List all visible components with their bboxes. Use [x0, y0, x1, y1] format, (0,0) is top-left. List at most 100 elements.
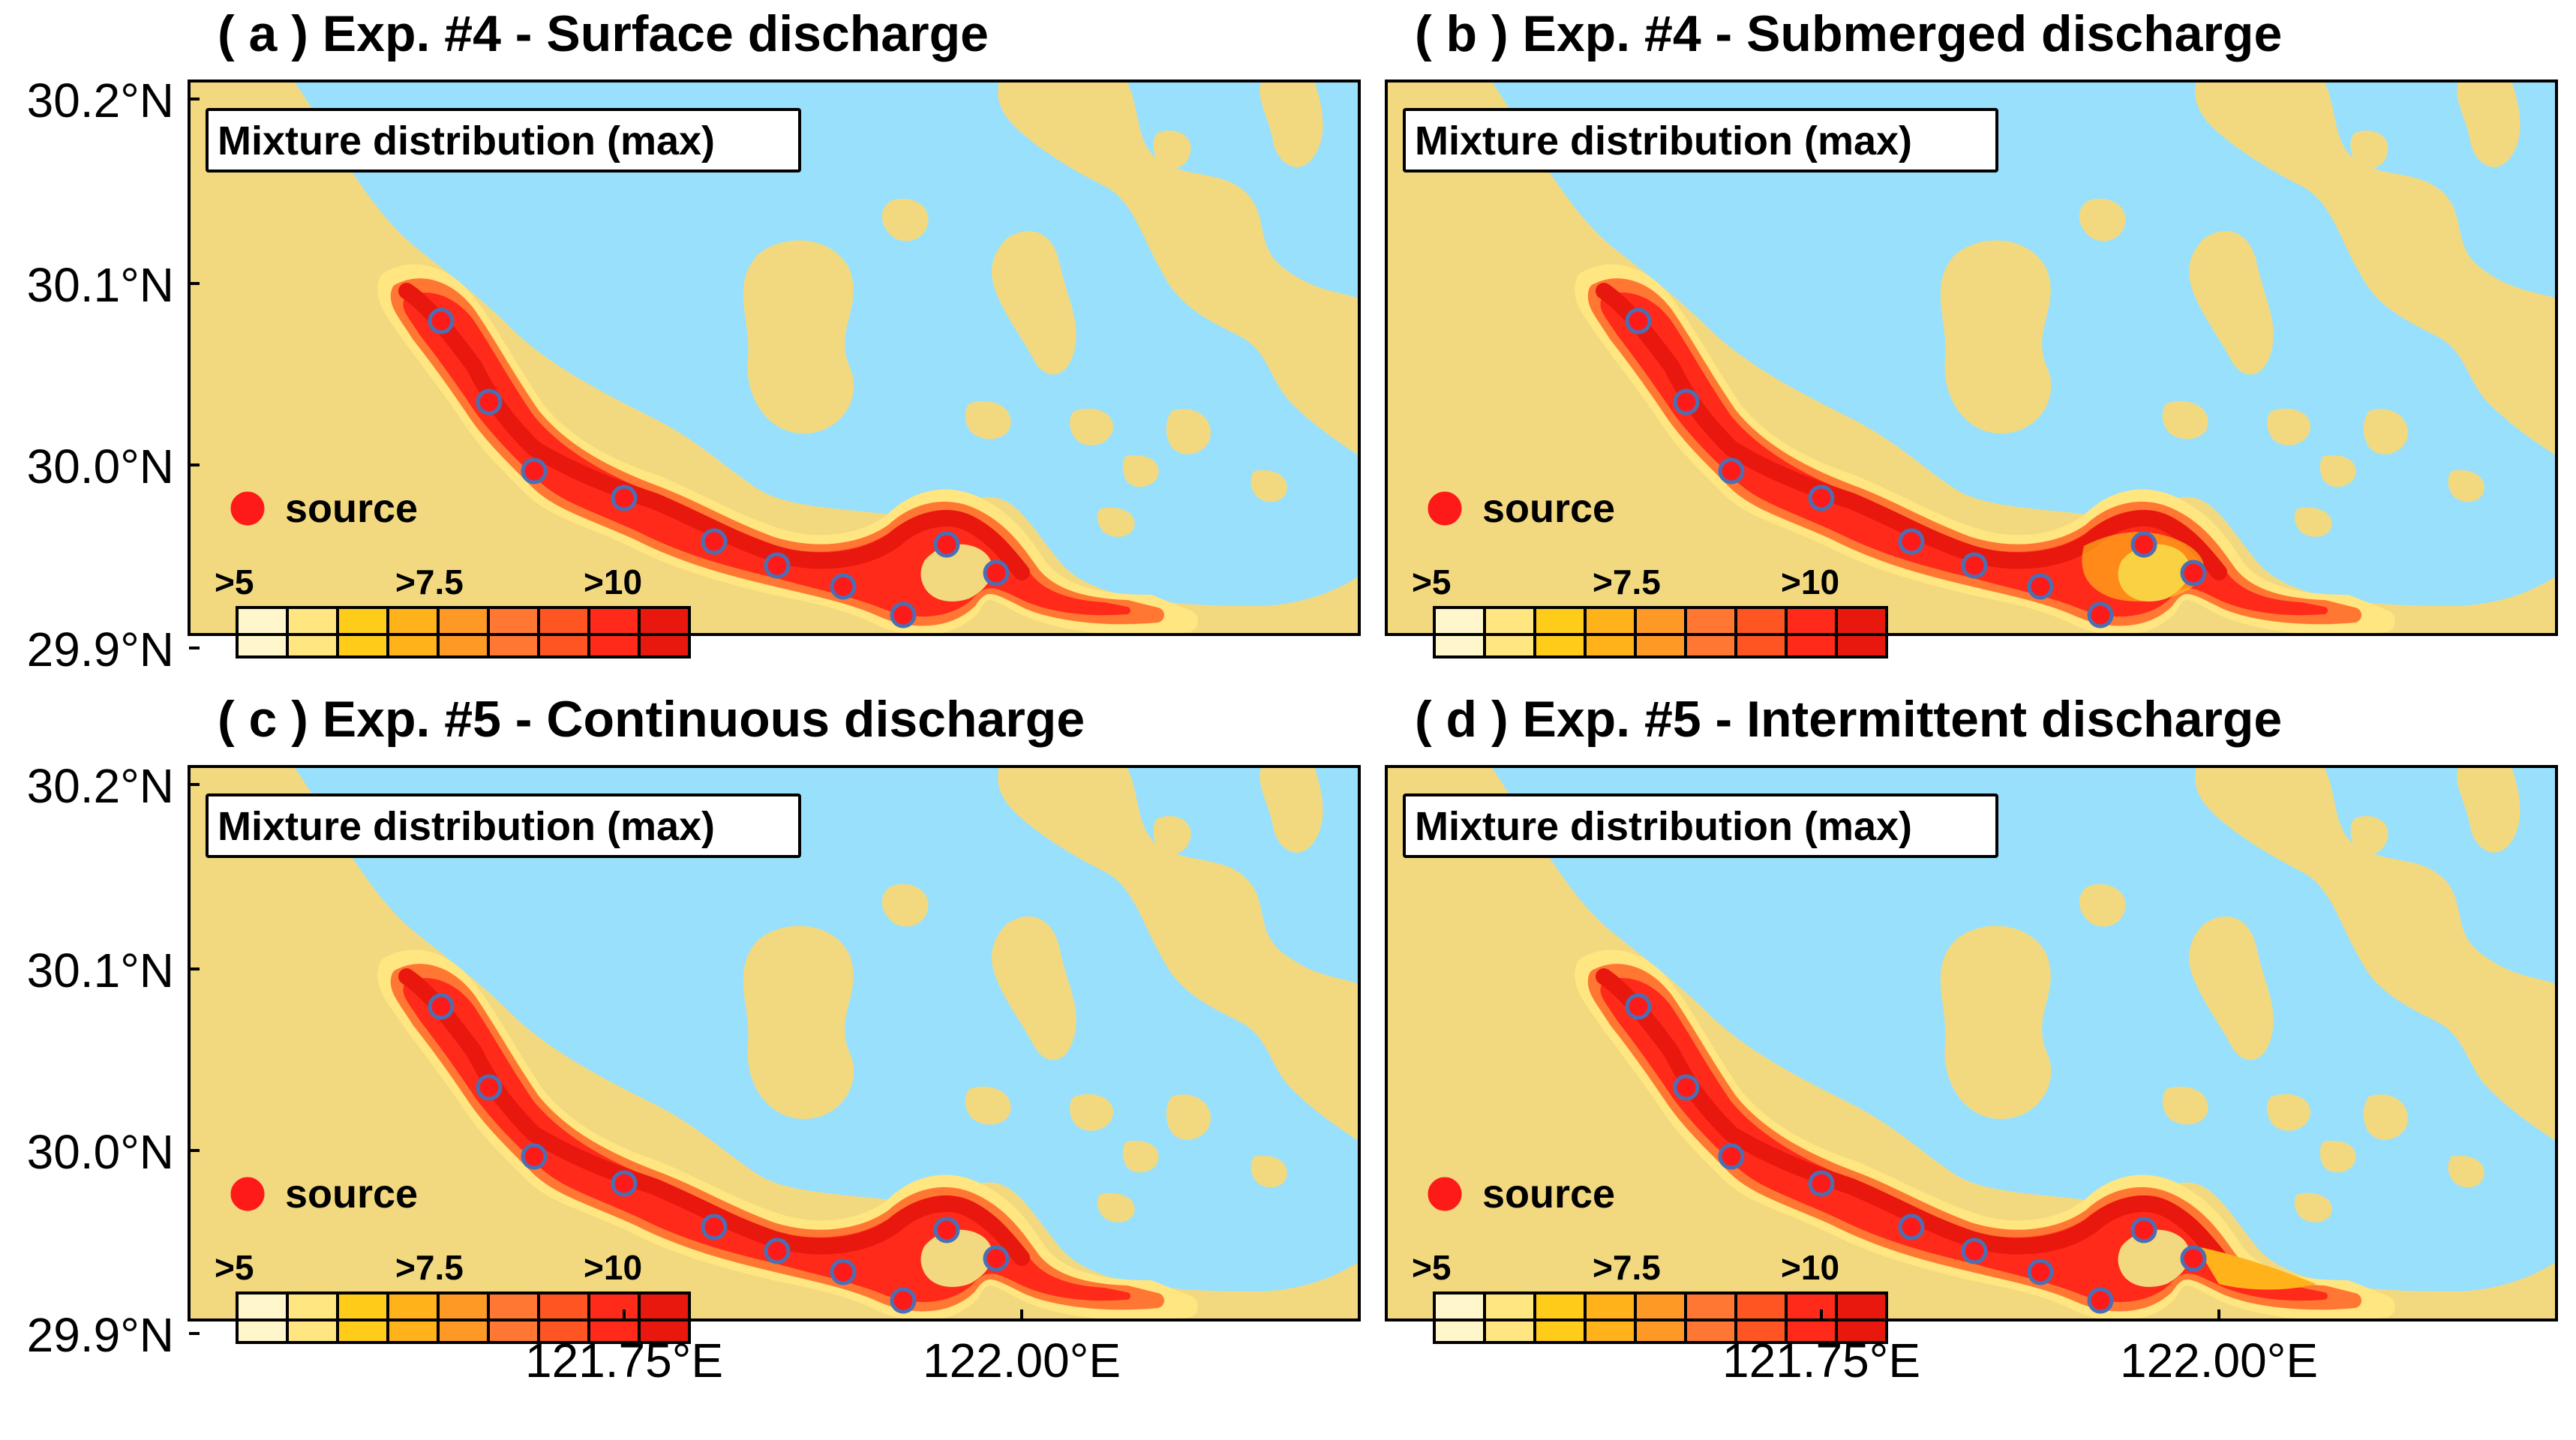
legend-source-label: source	[1482, 486, 1615, 531]
y-tick-label: 30.0°N	[27, 440, 174, 494]
distribution-label: Mixture distribution (max)	[218, 804, 715, 849]
source-marker	[701, 1214, 728, 1240]
colorbar-label: >10	[584, 1248, 642, 1287]
y-tick-label: 30.2°N	[27, 759, 174, 813]
source-marker	[521, 458, 548, 484]
y-tick-label: 30.1°N	[27, 258, 174, 312]
source-marker	[2027, 573, 2054, 600]
colorbar-swatch	[437, 606, 490, 658]
colorbar-swatch	[386, 606, 440, 658]
x-tick-label: 122.00°E	[2120, 1334, 2318, 1388]
source-marker	[933, 1216, 960, 1244]
source-marker	[428, 993, 455, 1020]
colorbar-label: >5	[1412, 1248, 1451, 1287]
colorbar-swatch	[638, 1292, 691, 1344]
distribution-label-box: Mixture distribution (max)	[1403, 794, 1998, 858]
colorbar-swatch	[1533, 1292, 1587, 1344]
colorbar-swatch	[487, 606, 540, 658]
colorbar-swatch	[437, 1292, 490, 1344]
colorbar-swatch	[1533, 606, 1587, 658]
source-marker	[983, 560, 1010, 586]
legend-source-label: source	[1482, 1172, 1615, 1216]
source-marker	[701, 528, 728, 555]
colorbar-label: >5	[215, 562, 254, 602]
legend-marker-icon	[230, 1177, 265, 1211]
source-marker	[2180, 560, 2207, 586]
colorbar-label: >5	[215, 1248, 254, 1287]
source-marker	[1625, 308, 1652, 334]
source-marker	[933, 531, 960, 558]
source-marker	[1718, 1143, 1745, 1170]
panel-title: ( b ) Exp. #4 - Submerged discharge	[1415, 5, 2282, 62]
source-marker	[2087, 602, 2114, 628]
source-marker	[2180, 1245, 2207, 1272]
source-marker	[1673, 388, 1700, 416]
colorbar-label: >10	[1781, 562, 1839, 602]
colorbar: >5 >7.5 >10	[1412, 562, 1888, 658]
colorbar-label: >7.5	[395, 1248, 464, 1287]
colorbar-swatch	[386, 1292, 440, 1344]
colorbar-swatch	[537, 1292, 590, 1344]
source-marker	[1808, 1170, 1835, 1197]
legend-source-label: source	[285, 1172, 418, 1216]
colorbar-swatch	[638, 606, 691, 658]
source-legend: source	[230, 1172, 418, 1216]
x-tick-label: 121.75°E	[1722, 1334, 1920, 1388]
colorbar-swatch	[1684, 606, 1737, 658]
panel-frame	[1385, 765, 2558, 1322]
colorbar-label: >10	[1781, 1248, 1839, 1287]
distribution-label-box: Mixture distribution (max)	[1403, 108, 1998, 172]
legend-marker-icon	[230, 491, 265, 526]
source-marker	[1961, 1238, 1988, 1264]
legend-source-label: source	[285, 486, 418, 531]
colorbar-swatch	[1835, 606, 1888, 658]
source-marker	[428, 308, 455, 334]
source-legend: source	[1428, 1172, 1615, 1216]
source-marker	[2087, 1287, 2114, 1314]
colorbar-swatch	[587, 1292, 641, 1344]
source-marker	[1808, 484, 1835, 512]
y-tick-label: 29.9°N	[27, 622, 174, 676]
source-marker	[1625, 993, 1652, 1020]
panel-title: ( c ) Exp. #5 - Continuous discharge	[218, 691, 1085, 748]
source-marker	[476, 388, 503, 416]
source-marker	[2130, 1216, 2157, 1244]
colorbar-label: >5	[1412, 562, 1451, 602]
colorbar-swatch	[1634, 606, 1687, 658]
distribution-label: Mixture distribution (max)	[1415, 118, 1912, 164]
source-markers	[1625, 993, 2207, 1314]
panel-frame	[188, 80, 1361, 636]
source-marker	[476, 1074, 503, 1101]
source-marker	[764, 552, 791, 579]
colorbar-swatch	[1835, 1292, 1888, 1344]
source-marker	[830, 573, 857, 600]
distribution-label: Mixture distribution (max)	[218, 118, 715, 164]
source-marker	[611, 484, 638, 512]
source-marker	[1961, 552, 1988, 579]
colorbar-swatch	[1433, 1292, 1486, 1344]
source-marker	[521, 1143, 548, 1170]
colorbar-swatch	[1584, 606, 1637, 658]
y-tick-label: 29.9°N	[27, 1308, 174, 1362]
source-legend: source	[230, 486, 418, 531]
map-panel: Mixture distribution (max) source >5 >7.5 >1…	[27, 5, 1361, 676]
colorbar-label: >7.5	[395, 562, 464, 602]
panel-title: ( a ) Exp. #4 - Surface discharge	[218, 5, 989, 62]
source-markers	[428, 308, 1010, 628]
colorbar-swatch	[336, 1292, 389, 1344]
colorbar: >5 >7.5 >10	[215, 1248, 691, 1344]
colorbar-swatch	[336, 606, 389, 658]
source-marker	[830, 1258, 857, 1286]
source-marker	[890, 602, 917, 628]
x-tick-label: 121.75°E	[525, 1334, 723, 1388]
source-marker	[1673, 1074, 1700, 1101]
distribution-label-box: Mixture distribution (max)	[206, 794, 801, 858]
source-marker	[1898, 528, 1925, 555]
colorbar-swatch	[1483, 1292, 1536, 1344]
colorbar-swatch	[1634, 1292, 1687, 1344]
colorbar-swatch	[487, 1292, 540, 1344]
colorbar-label: >10	[584, 562, 642, 602]
colorbar-swatch	[286, 1292, 339, 1344]
source-markers	[1625, 308, 2207, 628]
